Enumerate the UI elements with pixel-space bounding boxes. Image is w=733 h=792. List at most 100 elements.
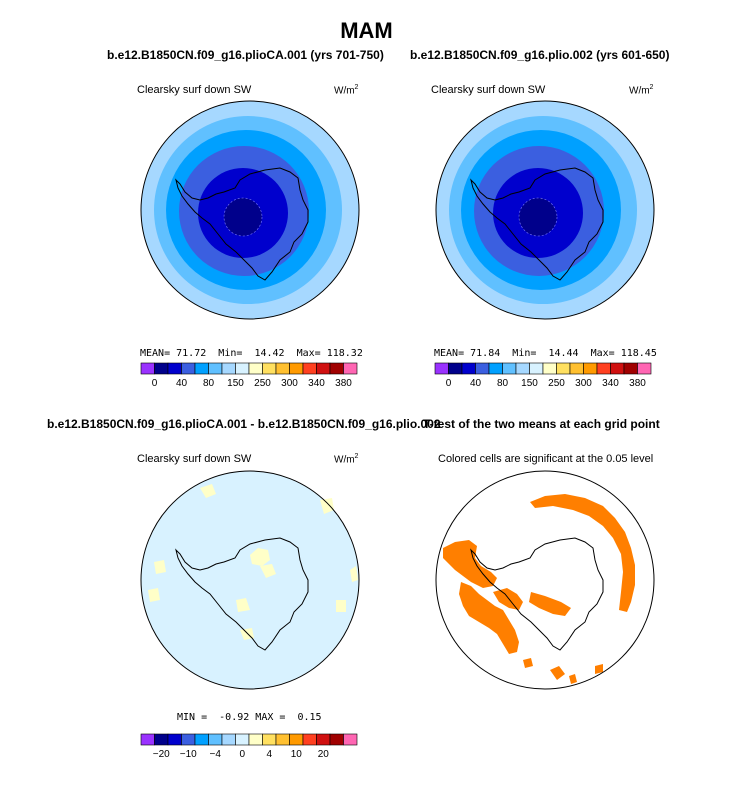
colorbar-tick-label: 80 — [497, 378, 509, 389]
colorbar-tick-label: 40 — [176, 378, 188, 389]
colorbar-tick-label: 0 — [446, 378, 452, 389]
colorbar-swatch — [194, 362, 209, 375]
panel-a-units: W/m2 — [334, 84, 359, 97]
antarctica-coastline — [470, 537, 604, 651]
colorbar-tick-label: 150 — [227, 378, 244, 389]
colorbar-swatch — [221, 733, 236, 746]
panel-c-title: b.e12.B1850CN.f09_g16.plioCA.001 - b.e12… — [47, 417, 441, 431]
colorbar-tick-label: 0 — [239, 749, 245, 760]
colorbar-swatch — [623, 362, 638, 375]
colorbar-swatch — [596, 362, 611, 375]
panel-a-map — [140, 100, 360, 320]
colorbar-tick-label: 4 — [266, 749, 272, 760]
colorbar-swatch — [583, 362, 598, 375]
colorbar-swatch — [275, 362, 290, 375]
panel-d-map — [435, 470, 655, 690]
diff-background — [141, 471, 359, 689]
colorbar-swatch — [208, 362, 223, 375]
colorbar-swatch — [556, 362, 571, 375]
colorbar-swatch — [181, 362, 196, 375]
antarctica-coastline — [470, 167, 604, 281]
panel-b-title: b.e12.B1850CN.f09_g16.plio.002 (yrs 601-… — [410, 48, 670, 62]
colorbar-tick-label: 20 — [318, 749, 330, 760]
colorbar-swatch — [140, 362, 155, 375]
colorbar-tick-label: 250 — [254, 378, 271, 389]
panel-d-title: T-test of the two means at each grid poi… — [423, 417, 660, 431]
panel-b-units: W/m2 — [629, 84, 654, 97]
colorbar-swatch — [434, 362, 449, 375]
panel-d-subtitle: Colored cells are significant at the 0.0… — [438, 453, 654, 465]
ring-6 — [223, 197, 263, 237]
colorbar-swatch — [475, 362, 490, 375]
colorbar-tick-label: 300 — [575, 378, 592, 389]
colorbar-swatch — [248, 733, 263, 746]
colorbar-swatch — [140, 733, 155, 746]
antarctica-coastline — [175, 167, 309, 281]
colorbar-swatch — [208, 733, 223, 746]
panel-b-stats: MEAN= 71.84 Min= 14.44 Max= 118.45 — [434, 348, 657, 359]
colorbar-swatch — [194, 733, 209, 746]
panel-a-shading-rings — [141, 101, 359, 319]
panel-a-stats: MEAN= 71.72 Min= 14.42 Max= 118.32 — [140, 348, 363, 359]
colorbar-swatch — [343, 362, 358, 375]
colorbar-tick-label: 0 — [152, 378, 158, 389]
colorbar-swatch — [316, 362, 331, 375]
colorbar-swatch — [488, 362, 503, 375]
colorbar-tick-label: 340 — [602, 378, 619, 389]
colorbar-swatch — [329, 733, 344, 746]
colorbar-swatch — [289, 733, 304, 746]
colorbar-swatch — [302, 733, 317, 746]
figure-title: MAM — [340, 18, 393, 43]
colorbar-tick-label: −10 — [180, 749, 197, 760]
colorbar-swatch — [154, 733, 169, 746]
panel-a-title: b.e12.B1850CN.f09_g16.plioCA.001 (yrs 70… — [107, 48, 384, 62]
colorbar-tick-label: 380 — [629, 378, 646, 389]
colorbar-tick-label: 150 — [521, 378, 538, 389]
colorbar-swatch — [154, 362, 169, 375]
panel-b-field-label: Clearsky surf down SW — [431, 84, 546, 96]
panel-b-map — [435, 100, 655, 320]
panel-b-shading-rings — [436, 101, 654, 319]
ring-6 — [518, 197, 558, 237]
panel-c-colorbar: −20 −10 −4 0 4 10 20 — [140, 733, 358, 760]
colorbar-swatch — [275, 733, 290, 746]
panel-c-map — [140, 470, 360, 690]
panel-a-colorbar: 0 40 80 150 250 300 340 380 — [140, 362, 358, 389]
colorbar-tick-label: 340 — [308, 378, 325, 389]
colorbar-swatch — [569, 362, 584, 375]
colorbar-tick-label: 80 — [203, 378, 215, 389]
colorbar-swatch — [448, 362, 463, 375]
panel-c-field-label: Clearsky surf down SW — [137, 453, 252, 465]
colorbar-tick-label: 10 — [291, 749, 303, 760]
colorbar-swatch — [316, 733, 331, 746]
colorbar-tick-label: −4 — [210, 749, 222, 760]
colorbar-swatch — [289, 362, 304, 375]
colorbar-swatch — [235, 362, 250, 375]
colorbar-swatch — [515, 362, 530, 375]
colorbar-swatch — [502, 362, 517, 375]
colorbar-tick-label: 250 — [548, 378, 565, 389]
colorbar-tick-label: 300 — [281, 378, 298, 389]
panel-c-units: W/m2 — [334, 453, 359, 466]
colorbar-swatch — [235, 733, 250, 746]
colorbar-tick-label: 40 — [470, 378, 482, 389]
panel-a-field-label: Clearsky surf down SW — [137, 84, 252, 96]
colorbar-swatch — [262, 733, 277, 746]
colorbar-swatch — [181, 733, 196, 746]
panel-b-colorbar: 0 40 80 150 250 300 340 380 — [434, 362, 652, 389]
colorbar-swatch — [542, 362, 557, 375]
colorbar-tick-label: 380 — [335, 378, 352, 389]
colorbar-swatch — [167, 733, 182, 746]
colorbar-swatch — [610, 362, 625, 375]
colorbar-swatch — [221, 362, 236, 375]
significant-cells — [443, 494, 635, 684]
antarctica-coastline — [175, 537, 309, 651]
colorbar-swatch — [262, 362, 277, 375]
colorbar-swatch — [248, 362, 263, 375]
panel-c-stats: MIN = -0.92 MAX = 0.15 — [177, 712, 322, 723]
colorbar-swatch — [167, 362, 182, 375]
colorbar-swatch — [302, 362, 317, 375]
colorbar-swatch — [637, 362, 652, 375]
colorbar-swatch — [529, 362, 544, 375]
positive-difference-patches — [148, 484, 358, 640]
